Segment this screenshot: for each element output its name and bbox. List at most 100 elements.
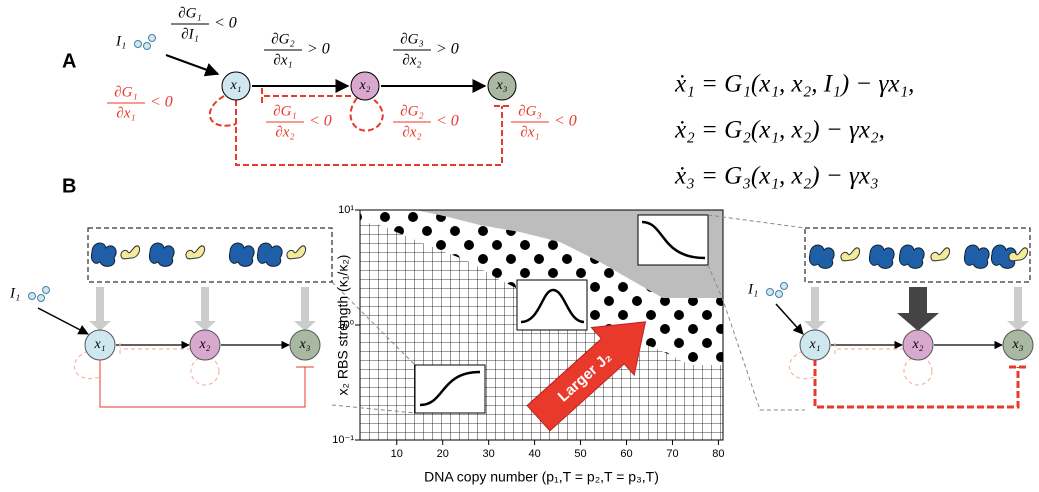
derivative-sign: < 0 <box>436 113 459 130</box>
protein-yellow <box>840 247 861 262</box>
node <box>487 71 517 101</box>
derivative-denominator: ∂x₁ <box>520 124 539 140</box>
protein-blue <box>809 244 835 269</box>
input-molecule <box>775 290 783 298</box>
y-axis-label: x₂ RBS strength (κ₁/κ₂) <box>335 255 351 396</box>
repression-edge-weak <box>119 343 191 355</box>
protein-yellow <box>930 247 951 262</box>
input-molecule <box>148 34 156 42</box>
x-tick-label: 80 <box>712 448 724 460</box>
derivative-sign: < 0 <box>214 15 237 32</box>
derivative-denominator: ∂x₁ <box>273 52 292 68</box>
arrow-body <box>526 321 647 432</box>
repression-edge-weak <box>834 343 904 355</box>
arrow <box>37 307 89 335</box>
derivative-denominator: ∂x₁ <box>116 105 135 121</box>
panel-label: A <box>62 50 76 72</box>
node-label: x₃ <box>298 337 310 352</box>
node-label: x₁ <box>93 337 105 352</box>
panel-label: B <box>62 175 76 197</box>
connector-lines <box>331 214 806 414</box>
expression-arrow <box>294 287 316 331</box>
inset <box>414 364 486 414</box>
expression-arrow <box>194 287 216 331</box>
inset <box>516 279 588 331</box>
derivative-numerator: ∂G₁ <box>114 84 137 100</box>
node <box>221 71 251 101</box>
node-label: x₁ <box>229 78 241 93</box>
node <box>350 71 380 101</box>
input-molecule <box>28 292 36 300</box>
protein-yellow <box>120 245 141 260</box>
node-label: x₂ <box>198 337 210 352</box>
protein-blue <box>149 242 175 267</box>
derivative-denominator: ∂x₂ <box>275 124 294 140</box>
derivative-sign: < 0 <box>150 94 173 111</box>
node <box>289 329 321 361</box>
node <box>1002 329 1034 361</box>
input-label: I₁ <box>115 33 126 49</box>
node-label: x₂ <box>358 78 370 93</box>
repression-edge <box>99 359 314 408</box>
arrow <box>165 54 220 77</box>
x-tick-label: 10 <box>391 448 403 460</box>
equation: ẋ₃ = G₃(x₁, x₂) − γx₃ <box>674 163 879 190</box>
protein-blue <box>869 244 895 269</box>
y-tick-label: 10⁰ <box>337 319 354 331</box>
repression-edge <box>349 97 384 132</box>
input-label: I₁ <box>9 285 20 301</box>
derivative-denominator: ∂x₂ <box>402 52 421 68</box>
x-tick-label: 20 <box>437 448 449 460</box>
x-tick-label: 50 <box>574 448 586 460</box>
input-molecule <box>42 286 50 294</box>
repression-edge <box>208 95 237 127</box>
derivative-denominator: ∂x₂ <box>402 124 421 140</box>
repression-edge-weak <box>903 356 933 386</box>
input-molecule <box>143 42 151 50</box>
protein-blue <box>229 242 255 267</box>
expression-arrow-strong <box>897 287 939 331</box>
protein-blue <box>899 244 925 269</box>
node-label: x₃ <box>1011 337 1023 352</box>
node <box>189 329 221 361</box>
node <box>84 329 116 361</box>
node <box>902 329 934 361</box>
y-tick-label: 10¹ <box>338 204 354 216</box>
y-tick-label: 10⁻¹ <box>332 434 354 446</box>
input-molecule <box>37 294 45 302</box>
repression-edge <box>261 88 351 104</box>
derivative-numerator: ∂G₂ <box>400 103 423 119</box>
protein-yellow <box>185 245 206 260</box>
derivative-numerator: ∂G₃ <box>400 31 423 47</box>
input-molecule <box>780 282 788 290</box>
input-molecule <box>766 288 774 296</box>
x-tick-label: 60 <box>620 448 632 460</box>
protein-yellow <box>1008 247 1029 262</box>
equation: ẋ₁ = G₁(x₁, x₂, I₁) − γx₁, <box>674 71 914 98</box>
repression-edge <box>813 359 1027 409</box>
derivative-numerator: ∂G₃ <box>518 103 541 119</box>
input-label: I₁ <box>747 281 758 297</box>
expression-arrow <box>89 287 111 331</box>
derivative-numerator: ∂G₁ <box>178 5 201 21</box>
protein-yellow <box>286 245 307 260</box>
expression-arrow <box>1007 287 1029 331</box>
node-label: x₂ <box>911 337 923 352</box>
inset <box>637 214 709 266</box>
node-label: x₁ <box>808 337 820 352</box>
x-axis-label: DNA copy number (p₁,T = p₂,T = p₃,T) <box>424 469 659 485</box>
protein-blue <box>91 242 117 267</box>
x-tick-label: 40 <box>528 448 540 460</box>
derivative-denominator: ∂I₁ <box>181 26 199 42</box>
repression-edge-weak <box>190 356 220 386</box>
derivative-sign: < 0 <box>309 113 332 130</box>
derivative-sign: < 0 <box>554 113 577 130</box>
equation: ẋ₂ = G₂(x₁, x₂) − γx₂, <box>674 117 885 144</box>
derivative-numerator: ∂G₂ <box>271 31 294 47</box>
derivative-sign: > 0 <box>307 41 330 58</box>
expression-arrow <box>804 287 826 331</box>
derivative-numerator: ∂G₁ <box>273 103 296 119</box>
x-tick-label: 30 <box>483 448 495 460</box>
x-tick-label: 70 <box>666 448 678 460</box>
